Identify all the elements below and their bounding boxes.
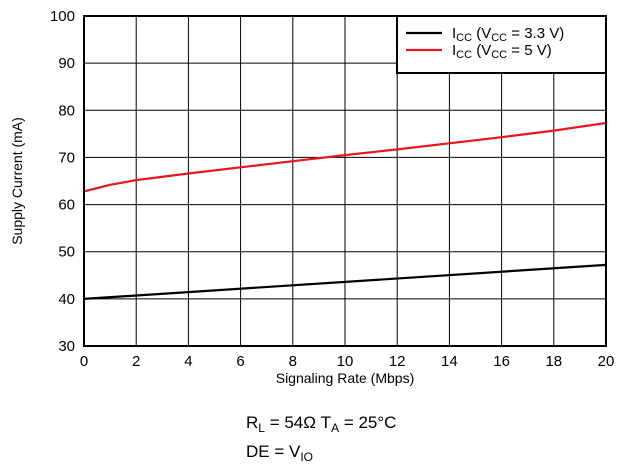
x-tick-label: 2	[132, 353, 140, 370]
y-tick-label: 70	[58, 149, 75, 166]
x-tick-label: 10	[337, 353, 354, 370]
legend-label-2: ICC (VCC = 5 V)	[452, 42, 552, 61]
legend: ICC (VCC = 3.3 V)ICC (VCC = 5 V)	[396, 15, 607, 74]
legend-label-1: ICC (VCC = 3.3 V)	[452, 25, 564, 44]
y-axis-label: Supply Current (mA)	[9, 117, 25, 245]
x-tick-labels: 0 2 4 6 8 10 12 14 16 18 20	[80, 353, 615, 370]
y-tick-label: 90	[58, 55, 75, 72]
series-lines	[83, 121, 607, 300]
condition-note-2: DE = VIO	[246, 442, 313, 464]
x-tick-label: 8	[289, 353, 297, 370]
x-tick-label: 12	[389, 353, 406, 370]
legend-box	[396, 15, 607, 74]
condition-notes: RL = 54Ω TA = 25°C DE = VIO	[246, 413, 396, 464]
plot-frame	[83, 15, 607, 347]
x-tick-label: 14	[441, 353, 458, 370]
x-tick-label: 18	[545, 353, 562, 370]
x-tick-label: 4	[184, 353, 192, 370]
y-tick-label: 50	[58, 244, 75, 261]
y-tick-labels: 30 40 50 60 70 80 90 100	[50, 8, 75, 355]
y-tick-label: 30	[58, 338, 75, 355]
y-tick-label: 80	[58, 102, 75, 119]
series-line-2	[83, 121, 607, 193]
x-tick-label: 20	[598, 353, 615, 370]
y-tick-label: 60	[58, 197, 75, 214]
x-axis-label: Signaling Rate (Mbps)	[276, 370, 415, 386]
y-tick-label: 40	[58, 291, 75, 308]
x-tick-label: 6	[236, 353, 244, 370]
x-tick-label: 0	[80, 353, 88, 370]
series-line-1	[83, 263, 607, 300]
x-tick-label: 16	[493, 353, 510, 370]
condition-note-1: RL = 54Ω TA = 25°C	[246, 413, 396, 435]
y-tick-label: 100	[50, 8, 75, 25]
